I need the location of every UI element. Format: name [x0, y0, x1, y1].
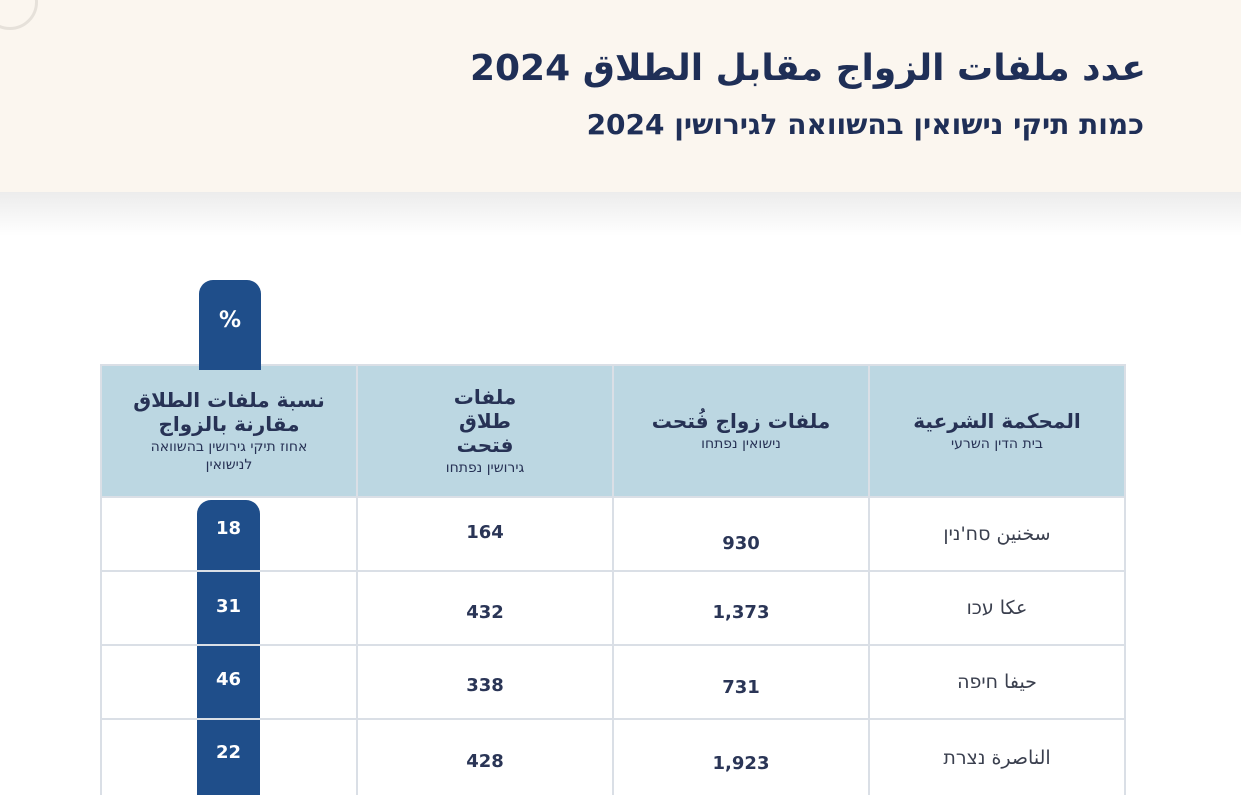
table-row-marriages: 1,923: [614, 720, 868, 795]
marriages-count: 930: [722, 532, 760, 554]
percent-value: 18: [215, 517, 242, 539]
table-row-divorces: 338: [358, 646, 612, 718]
court-name: سخنين סח'נין: [943, 523, 1051, 545]
page-title-hebrew: כמות תיקי נישואין בהשוואה לגירושין 2024: [586, 108, 1144, 141]
column-header-court-subtitle: בית הדין השרעי: [951, 436, 1043, 452]
percent-value-cell: 46: [197, 646, 260, 718]
table-row-court: سخنين סח'נין: [870, 498, 1124, 570]
table-row-marriages: 731: [614, 646, 868, 718]
column-header-court-title: المحكمة الشرعية: [913, 409, 1081, 433]
header-shadow: [0, 192, 1241, 236]
percent-value: 46: [215, 668, 242, 690]
marriages-count: 1,923: [712, 753, 770, 774]
column-header-divorces-subtitle: גירושין נפתחו: [445, 460, 525, 476]
table-row-court: حيفا חיפה: [870, 646, 1124, 718]
table-row-divorces: 432: [358, 572, 612, 644]
table-row-marriages: 930: [614, 498, 868, 570]
table-row-divorces: 428: [358, 720, 612, 795]
column-header-marriages-subtitle: נישואין נפתחו: [701, 436, 781, 452]
header-banner: [0, 0, 1241, 192]
column-header-marriages: ملفات زواج فُتحت נישואין נפתחו: [614, 366, 868, 496]
percent-value: 22: [215, 742, 242, 763]
column-header-divorces: ملفات طلاق فتحت גירושין נפתחו: [358, 366, 612, 496]
divorces-count: 432: [466, 601, 504, 623]
percent-symbol: %: [218, 308, 242, 333]
marriages-count: 1,373: [712, 601, 770, 623]
table-row-divorces: 164: [358, 498, 612, 570]
percent-badge: %: [199, 280, 261, 370]
divorces-count: 164: [466, 521, 504, 543]
table-row-court: عكا עכו: [870, 572, 1124, 644]
divorces-count: 338: [466, 674, 504, 696]
percent-value-cell: 31: [197, 572, 260, 644]
table-row-marriages: 1,373: [614, 572, 868, 644]
court-name: عكا עכו: [966, 597, 1028, 619]
percent-value-cell: 18: [197, 500, 260, 570]
column-header-percent-subtitle: אחוז תיקי גירושין בהשוואה לנישואין: [150, 439, 308, 473]
percent-value: 31: [215, 595, 242, 617]
divorces-count: 428: [466, 751, 504, 772]
column-header-court: المحكمة الشرعية בית הדין השרעי: [870, 366, 1124, 496]
court-name: حيفا חיפה: [957, 671, 1037, 693]
court-name: الناصرة נצרת: [943, 746, 1051, 769]
column-header-percent-title: نسبة ملفات الطلاق مقارنة بالزواج: [133, 388, 325, 436]
column-header-marriages-title: ملفات زواج فُتحت: [651, 409, 831, 433]
percent-value-cell: 22: [197, 720, 260, 795]
marriages-count: 731: [722, 676, 760, 698]
table-row-court: الناصرة נצרת: [870, 720, 1124, 795]
page-title-arabic: عدد ملفات الزواج مقابل الطلاق 2024: [469, 48, 1146, 89]
column-header-percent: نسبة ملفات الطلاق مقارنة بالزواج אחוז תי…: [102, 366, 356, 496]
column-header-divorces-title: ملفات طلاق فتحت: [453, 385, 517, 457]
